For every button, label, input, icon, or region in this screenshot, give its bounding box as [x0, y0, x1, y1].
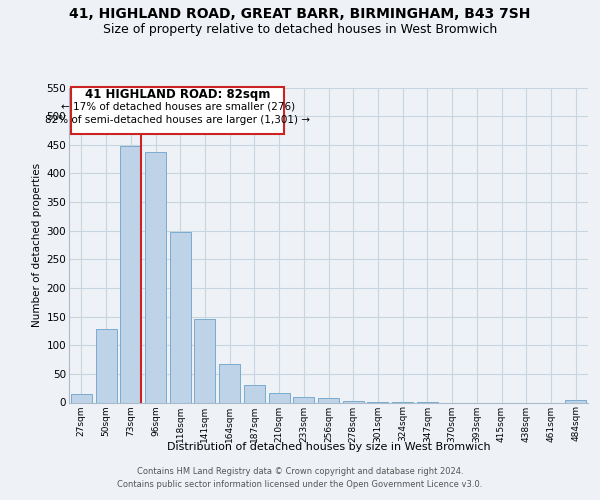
Bar [244, 386, 265, 402]
Text: 41 HIGHLAND ROAD: 82sqm: 41 HIGHLAND ROAD: 82sqm [85, 88, 271, 101]
Bar [293, 397, 314, 402]
Y-axis label: Number of detached properties: Number of detached properties [32, 163, 43, 327]
Bar [194, 320, 215, 402]
Text: Contains HM Land Registry data © Crown copyright and database right 2024.: Contains HM Land Registry data © Crown c… [137, 467, 463, 476]
Bar [71, 88, 284, 134]
Text: 82% of semi-detached houses are larger (1,301) →: 82% of semi-detached houses are larger (… [45, 114, 310, 124]
Bar [145, 152, 166, 402]
Bar [219, 364, 240, 403]
Text: Size of property relative to detached houses in West Bromwich: Size of property relative to detached ho… [103, 22, 497, 36]
Bar [71, 394, 92, 402]
Bar [170, 232, 191, 402]
Bar [318, 398, 339, 402]
Bar [565, 400, 586, 402]
Bar [269, 393, 290, 402]
Text: ← 17% of detached houses are smaller (276): ← 17% of detached houses are smaller (27… [61, 102, 295, 112]
Text: 41, HIGHLAND ROAD, GREAT BARR, BIRMINGHAM, B43 7SH: 41, HIGHLAND ROAD, GREAT BARR, BIRMINGHA… [70, 8, 530, 22]
Text: Contains public sector information licensed under the Open Government Licence v3: Contains public sector information licen… [118, 480, 482, 489]
Bar [95, 329, 116, 402]
Bar [120, 146, 141, 403]
Text: Distribution of detached houses by size in West Bromwich: Distribution of detached houses by size … [167, 442, 491, 452]
